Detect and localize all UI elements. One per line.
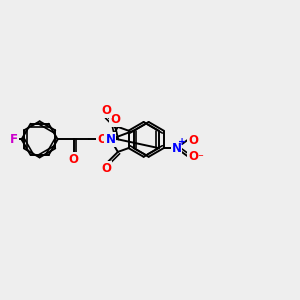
Text: ⁻: ⁻: [197, 153, 203, 163]
Text: N: N: [105, 133, 116, 146]
Text: O: O: [188, 134, 198, 146]
Text: +: +: [178, 137, 187, 147]
Text: O: O: [101, 162, 111, 175]
Text: O: O: [110, 113, 120, 126]
Text: F: F: [10, 133, 18, 146]
Text: N: N: [172, 142, 182, 154]
Text: O: O: [101, 104, 111, 117]
Text: O: O: [97, 133, 107, 146]
Text: O: O: [69, 153, 79, 166]
Text: O: O: [188, 150, 198, 163]
